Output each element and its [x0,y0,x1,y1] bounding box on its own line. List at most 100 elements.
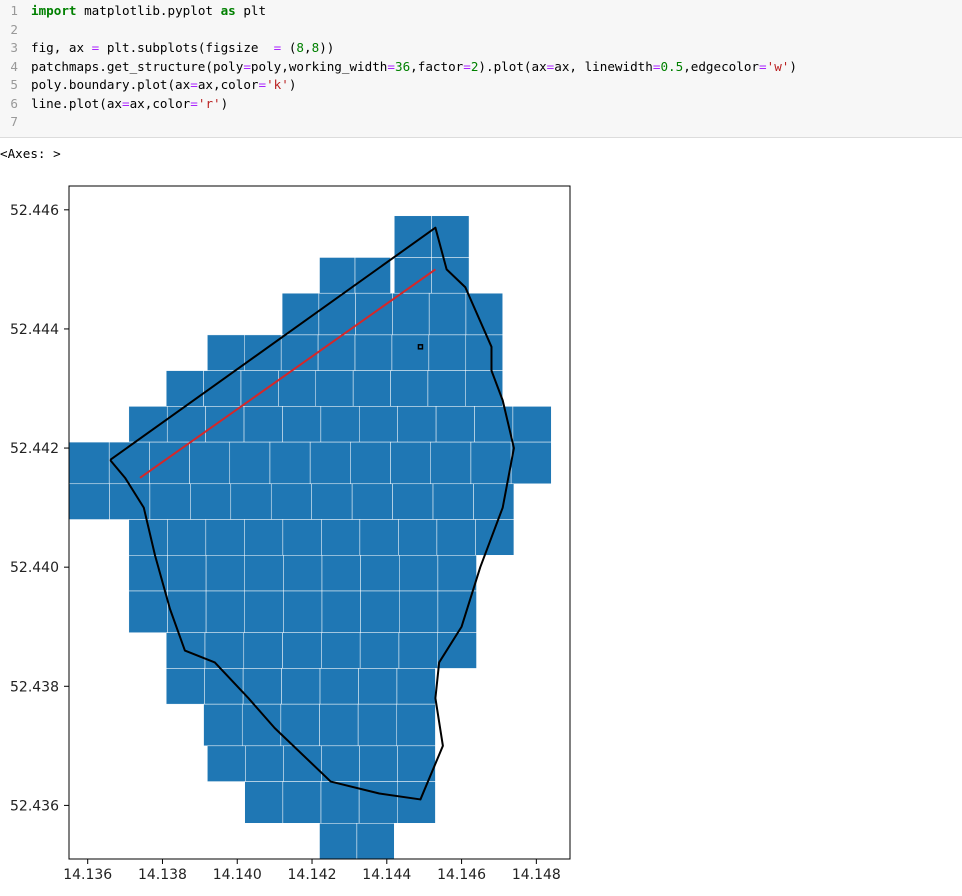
patch-cell [428,292,467,336]
red-line-path [139,268,436,479]
patch-cell [241,703,282,747]
patch-cell [167,555,207,592]
patch-cell [319,703,359,747]
patch-cell [512,406,552,443]
y-tick-label: 52.444 [10,322,59,338]
patch-cell [207,334,245,371]
x-axis-ticks: 14.136 14.138 14.140 14.142 14.144 14.146 14.1… [63,859,561,883]
code-cell-input[interactable]: 1 import matplotlib.pyplot as plt 2 3 fig, a… [0,0,962,138]
patch-cell [315,370,354,407]
y-tick-label: 52.440 [10,560,59,576]
patch-cell [244,590,284,633]
code-token: = [387,58,395,74]
boundary-outline [109,226,515,801]
code-token: = [463,58,471,74]
patch-cell [68,483,110,520]
patch-cell [358,668,398,705]
patch-cell [128,555,168,592]
patch-cell [475,519,515,556]
patch-cell [283,590,323,633]
code-token: import [31,3,77,18]
patch-cell [437,632,477,669]
patch-cell [319,668,359,705]
patch-cell [205,590,245,633]
patch-cell [189,441,231,485]
code-token: = [258,77,267,92]
patch-cell [397,781,436,824]
patch-cell [205,555,245,592]
patch-cell [244,519,284,556]
code-token: = [273,40,282,55]
patch-cell [470,441,512,485]
patch-cell [109,483,151,520]
patch-cell [321,745,360,782]
axes-frame [68,185,571,860]
patch-cell [465,334,503,371]
y-tick-label: 52.436 [10,798,59,814]
patch-cell [431,257,470,294]
patch-cell [320,406,360,443]
patch-cell [510,441,552,485]
code-token: ,factor [410,58,464,74]
code-token: = [190,95,198,111]
patch-cell [244,334,282,371]
code-token: 2 [470,58,479,74]
line-number: 3 [10,40,18,55]
patch-cell [359,406,398,443]
patch-cell [269,441,311,485]
line-number: 5 [10,77,18,92]
line-number: 7 [10,114,18,129]
line-number: 6 [10,95,18,111]
patch-cell [351,483,393,520]
matplotlib-figure: 14.136 14.138 14.140 14.142 14.144 14.146 14.1… [10,185,571,883]
code-text: patchmaps.get_structure(poly=poly,workin… [31,58,797,76]
code-token: ax,color [129,95,191,111]
code-token: patchmaps.get_structure(poly [31,58,244,74]
code-token: ) [220,95,229,111]
code-token: = [652,58,661,74]
code-token: as [220,3,236,18]
patch-grid [68,215,552,860]
x-tick-label: 14.146 [437,867,486,883]
code-token: ax,color [197,77,259,92]
patch-cell [243,406,283,443]
code-token: ( [281,40,297,55]
code-token: = [546,58,555,74]
patch-cell [435,406,475,443]
patch-cell [359,519,399,556]
patch-cell [356,823,395,860]
patch-cell [282,406,322,443]
code-token: poly,working_width [250,58,388,74]
polygon-boundary [109,226,515,801]
code-token: ax, linewidth [554,58,653,74]
patch-cell [270,483,312,520]
line-number: 1 [10,3,18,18]
code-token: 'r' [197,95,221,111]
code-text: line.plot(ax=ax,color='r') [31,95,228,113]
patch-cell [244,781,284,824]
patch-cell [68,441,110,485]
patch-cell [240,370,279,407]
patch-cell [245,745,284,782]
y-axis-ticks: 52.436 52.438 52.440 52.442 52.444 52.446 [10,203,69,814]
patch-cell [244,555,284,592]
code-token: = [122,95,130,111]
code-token: line.plot(ax [31,95,122,111]
code-token: 8 [296,40,305,55]
code-token: 8 [311,40,320,55]
patch-cell [397,745,436,782]
code-token: plt [235,3,267,18]
patch-cell [190,483,232,520]
patch-cell [165,668,205,705]
patch-cell [229,441,271,485]
patch-cell [399,555,439,592]
code-text: import matplotlib.pyplot as plt [31,2,266,20]
code-token: 36 [394,58,411,74]
patch-cell [205,406,245,443]
code-token: = [91,40,100,55]
patch-cell [397,406,437,443]
patch-cell [319,823,358,860]
code-token: 'w' [766,58,790,74]
patch-cell [128,590,168,633]
y-tick-label: 52.438 [10,679,59,695]
